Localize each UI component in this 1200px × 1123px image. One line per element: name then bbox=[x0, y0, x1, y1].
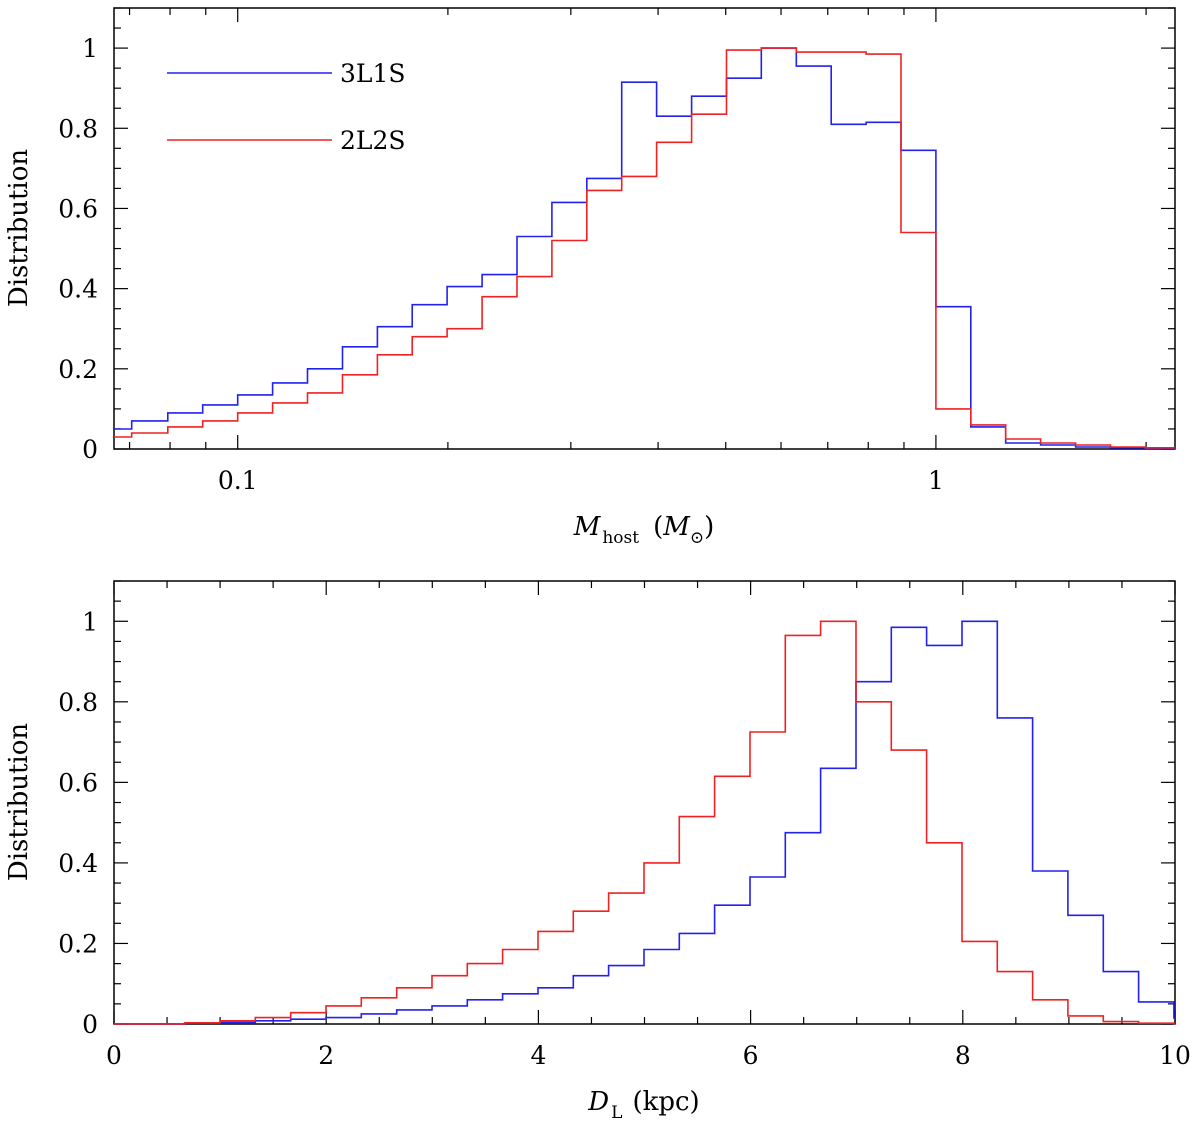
x-tick-label: 1 bbox=[928, 466, 944, 495]
y-tick-label: 1 bbox=[82, 34, 98, 63]
axis-ticks: 00.20.40.60.810 2 4 6 8 10 bbox=[58, 580, 1191, 1070]
y-tick-label: 0.8 bbox=[58, 688, 98, 717]
y-tick-label: 0 bbox=[82, 1010, 98, 1039]
distance-histogram-panel: 00.20.40.60.810 2 4 6 8 10 Distribution D L (kp… bbox=[4, 580, 1191, 1123]
x-tick-label: 2 bbox=[318, 1041, 334, 1070]
y-tick-label: 0.6 bbox=[58, 768, 98, 797]
y-tick-label: 0.8 bbox=[58, 114, 98, 143]
legend: 3L1S 2L2S bbox=[167, 59, 406, 155]
y-tick-label: 0.2 bbox=[58, 355, 98, 384]
y-tick-label: 1 bbox=[82, 607, 98, 636]
y-tick-label: 0.2 bbox=[58, 929, 98, 958]
x-tick-label: 0 bbox=[106, 1041, 122, 1070]
mass-histogram-panel: 0 0.2 0.4 0.6 0.8 1 0.1 1 3L1S 2L2S Distributio… bbox=[4, 7, 1176, 548]
y-tick-label: 0.6 bbox=[58, 194, 98, 223]
series-3l1s bbox=[114, 620, 1175, 1025]
y-axis-label: Distribution bbox=[4, 723, 34, 882]
y-tick-label: 0.4 bbox=[58, 275, 98, 304]
series-group bbox=[114, 620, 1175, 1025]
x-tick-label: 6 bbox=[743, 1041, 759, 1070]
x-tick-label: 8 bbox=[955, 1041, 971, 1070]
series-2l2s bbox=[114, 620, 1175, 1025]
x-tick-label: 0.1 bbox=[218, 466, 258, 495]
series-3l1s bbox=[114, 47, 1175, 449]
y-tick-label: 0.4 bbox=[58, 849, 98, 878]
axis-ticks: 0 0.2 0.4 0.6 0.8 1 0.1 1 bbox=[58, 7, 1175, 495]
x-tick-label: 10 bbox=[1159, 1041, 1191, 1070]
y-tick-label: 0 bbox=[82, 435, 98, 464]
legend-label-2l2s: 2L2S bbox=[340, 126, 406, 155]
x-tick-label: 4 bbox=[530, 1041, 546, 1070]
series-group bbox=[114, 47, 1175, 449]
x-axis-label: D L (kpc) bbox=[587, 1087, 699, 1123]
legend-label-3l1s: 3L1S bbox=[340, 59, 406, 88]
y-axis-label: Distribution bbox=[4, 149, 34, 308]
series-2l2s bbox=[114, 47, 1175, 449]
